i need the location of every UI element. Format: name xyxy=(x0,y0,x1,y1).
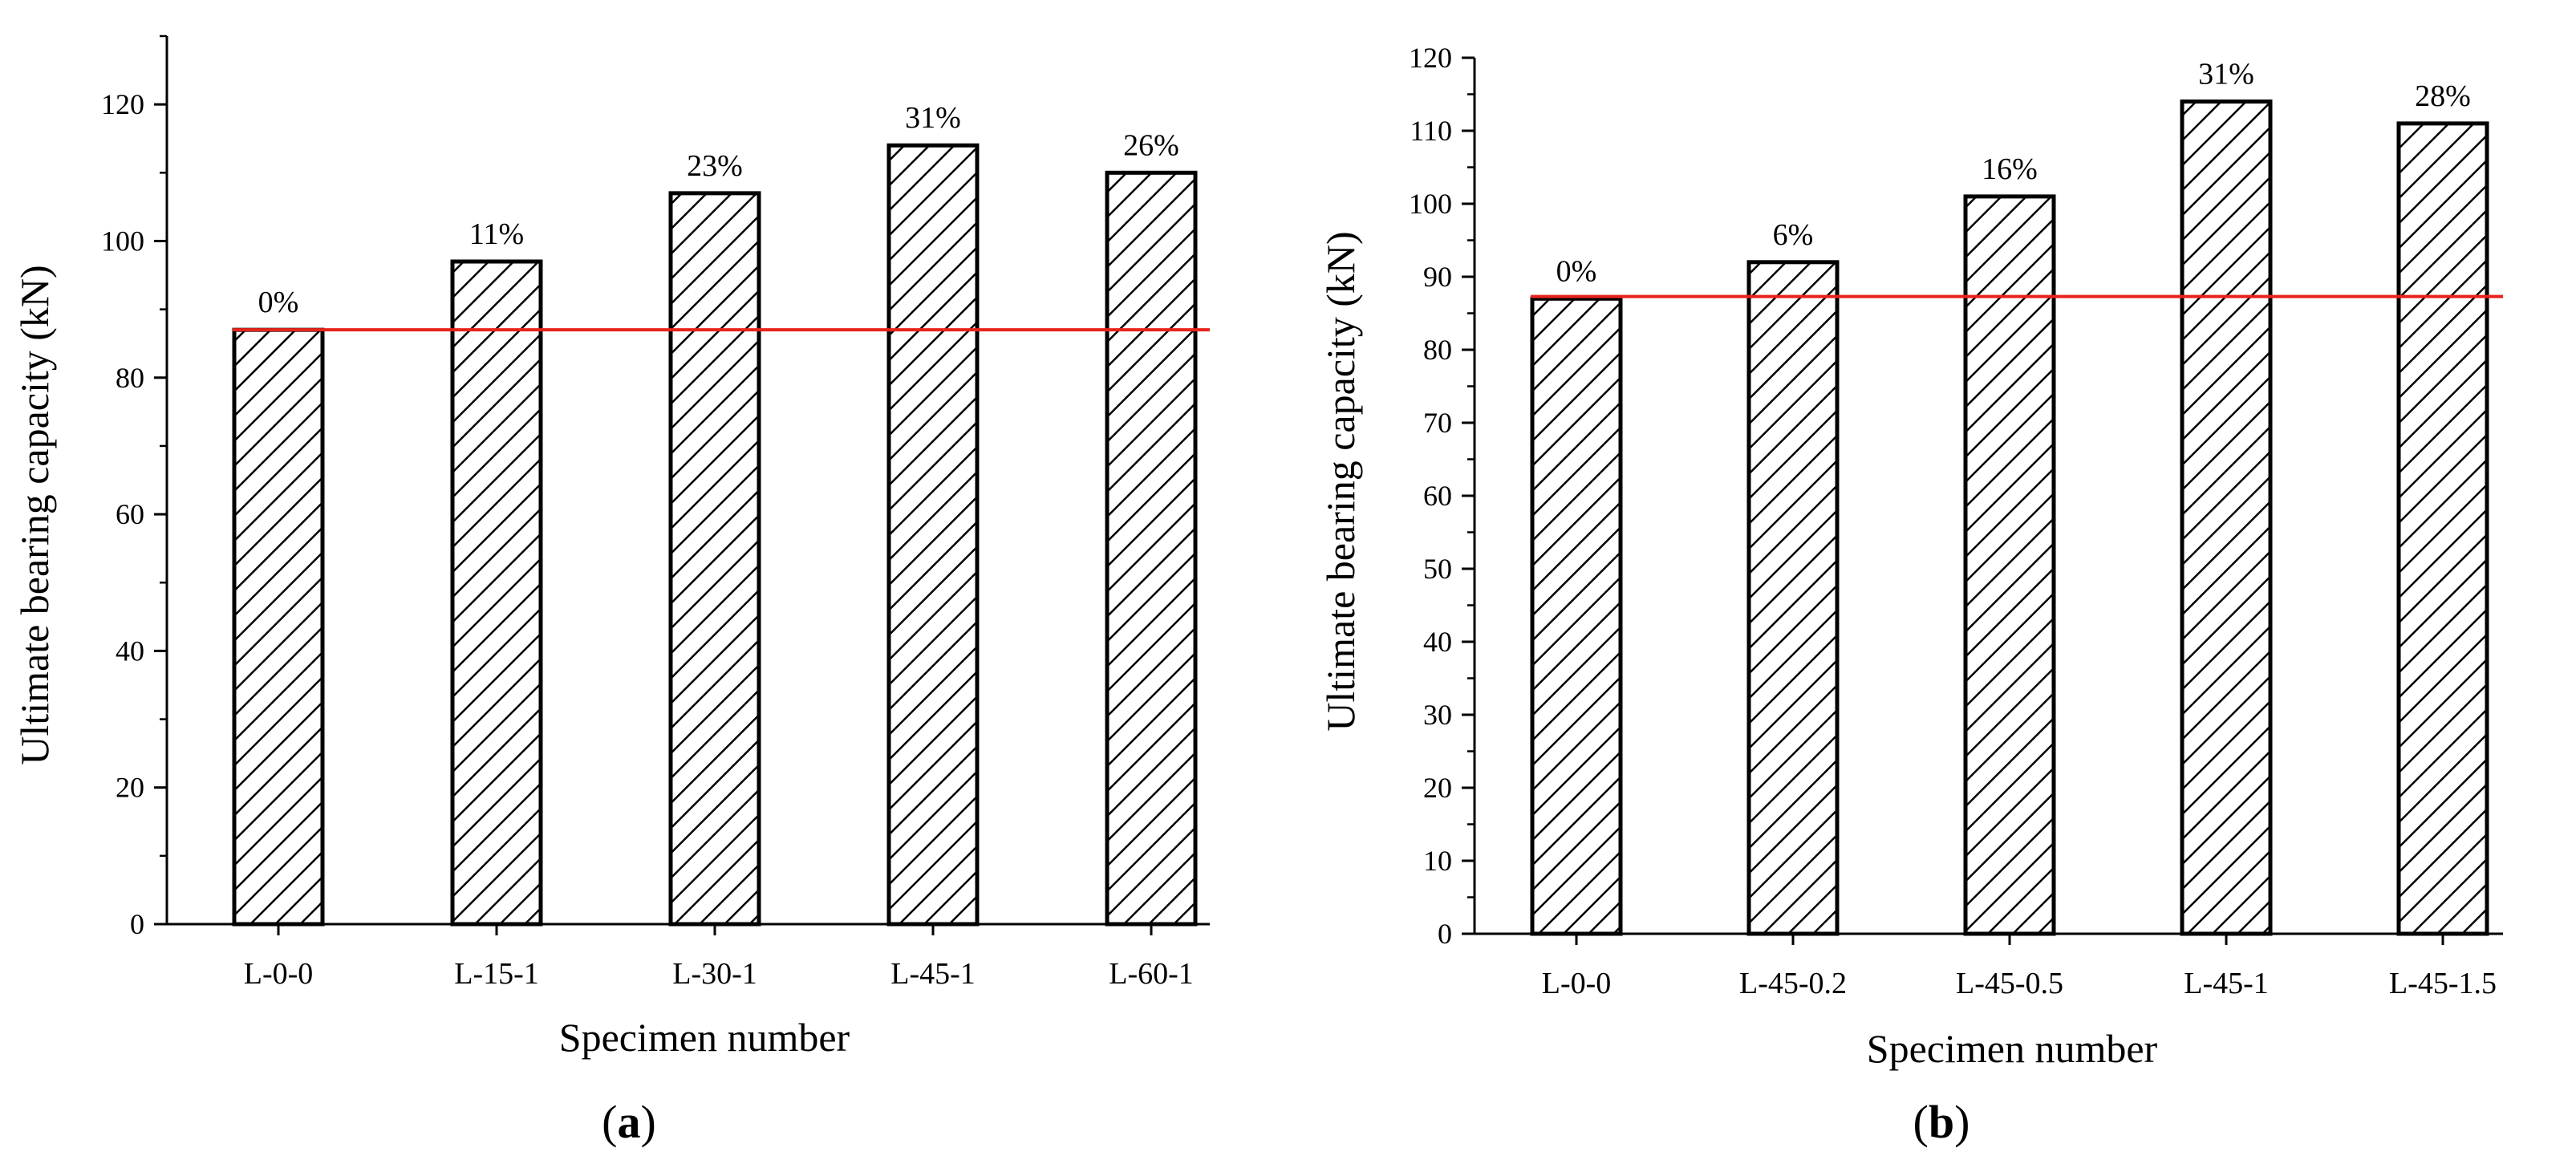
x-axis-title-a: Specimen number xyxy=(559,1015,850,1060)
y-tick-label-a-3: 40 xyxy=(116,635,144,667)
x-axis-title-b: Specimen number xyxy=(1867,1026,2158,1071)
panel-label-b: (b) xyxy=(1913,1096,1970,1148)
bar-b-2 xyxy=(1746,260,1840,936)
y-ticks-a: 0 20 40 60 80 100 120 xyxy=(101,34,167,940)
y-tick-label-b-6: 50 xyxy=(1423,553,1452,585)
chart-panel-b: 0% 6% 16% 31% 28% 0 10 20 30 40 50 60 70 80 90 100 110 1… xyxy=(1318,42,2503,1148)
axes-a xyxy=(165,36,1210,926)
y-tick-label-b-5: 40 xyxy=(1423,626,1452,658)
bar-value-label-b-2: 6% xyxy=(1773,218,1814,252)
y-tick-label-a-7: 120 xyxy=(101,88,144,120)
bars-b xyxy=(1530,99,2489,936)
y-tick-label-b-10: 90 xyxy=(1423,261,1452,293)
y-tick-label-a-6: 100 xyxy=(101,225,144,257)
x-tick-label-a-4: L-45-1 xyxy=(890,957,976,991)
bar-value-label-a-2: 11% xyxy=(469,217,524,251)
bar-b-1 xyxy=(1530,296,1623,936)
x-tick-label-a-1: L-0-0 xyxy=(244,957,314,991)
bar-b-3 xyxy=(1963,194,2056,936)
bar-value-label-a-3: 23% xyxy=(687,149,743,183)
x-tick-label-b-1: L-0-0 xyxy=(1542,967,1612,1000)
x-tick-label-a-2: L-15-1 xyxy=(454,957,539,991)
y-tick-label-b-4: 30 xyxy=(1423,699,1452,731)
bar-a-1 xyxy=(232,327,325,927)
y-tick-label-b-8: 70 xyxy=(1423,407,1452,439)
y-tick-label-a-1: 0 xyxy=(130,908,144,940)
y-tick-label-b-13: 120 xyxy=(1409,42,1452,74)
y-ticks-b: 0 10 20 30 40 50 60 70 80 90 100 110 120 xyxy=(1409,42,1475,950)
bar-a-5 xyxy=(1105,170,1198,927)
x-tick-label-b-4: L-45-1 xyxy=(2184,967,2269,1000)
bar-value-label-b-3: 16% xyxy=(1982,152,2038,186)
y-tick-label-a-4: 60 xyxy=(116,498,144,530)
bar-value-label-b-1: 0% xyxy=(1556,254,1597,288)
bar-a-4 xyxy=(886,143,980,927)
x-tick-label-a-3: L-30-1 xyxy=(672,957,757,991)
y-tick-label-b-11: 100 xyxy=(1409,188,1452,220)
bars-a xyxy=(232,143,1198,927)
y-tick-label-b-3: 20 xyxy=(1423,772,1452,804)
bar-value-label-b-4: 31% xyxy=(2198,58,2254,91)
y-tick-label-a-5: 80 xyxy=(116,362,144,394)
bar-value-label-a-5: 26% xyxy=(1123,128,1179,162)
y-tick-label-b-9: 80 xyxy=(1423,334,1452,366)
y-axis-title-b: Ultimate bearing capacity (kN) xyxy=(1318,231,1363,731)
x-ticks-a: L-0-0 L-15-1 L-30-1 L-45-1 L-60-1 xyxy=(244,924,1194,991)
panel-letter-a: a xyxy=(618,1096,641,1148)
bar-value-label-a-4: 31% xyxy=(905,101,961,135)
bar-labels-a: 0% 11% 23% 31% 26% xyxy=(258,101,1179,319)
bar-a-2 xyxy=(450,259,543,927)
bar-b-5 xyxy=(2396,121,2489,936)
bar-b-4 xyxy=(2180,99,2273,936)
x-tick-label-a-5: L-60-1 xyxy=(1109,957,1194,991)
x-tick-label-b-2: L-45-0.2 xyxy=(1739,967,1847,1000)
panel-label-a: (a) xyxy=(602,1096,656,1148)
bar-a-3 xyxy=(668,191,761,927)
y-tick-label-a-2: 20 xyxy=(116,772,144,804)
y-tick-label-b-2: 10 xyxy=(1423,845,1452,877)
y-tick-label-b-1: 0 xyxy=(1438,918,1452,950)
x-tick-label-b-5: L-45-1.5 xyxy=(2389,967,2497,1000)
y-tick-label-b-12: 110 xyxy=(1410,115,1452,147)
bar-labels-b: 0% 6% 16% 31% 28% xyxy=(1556,58,2471,289)
x-tick-label-b-3: L-45-0.5 xyxy=(1956,967,2063,1000)
bar-value-label-b-5: 28% xyxy=(2415,79,2471,113)
bar-value-label-a-1: 0% xyxy=(258,286,299,319)
y-tick-label-b-7: 60 xyxy=(1423,480,1452,512)
chart-panel-a: 0% 11% 23% 31% 26% 0 20 40 60 80 100 120 L-0-0 L-15… xyxy=(12,34,1210,1148)
panel-letter-b: b xyxy=(1929,1096,1954,1148)
x-ticks-b: L-0-0 L-45-0.2 L-45-0.5 L-45-1 L-45-1.5 xyxy=(1542,934,2497,1000)
y-axis-title-a: Ultimate bearing capacity (kN) xyxy=(12,265,57,765)
